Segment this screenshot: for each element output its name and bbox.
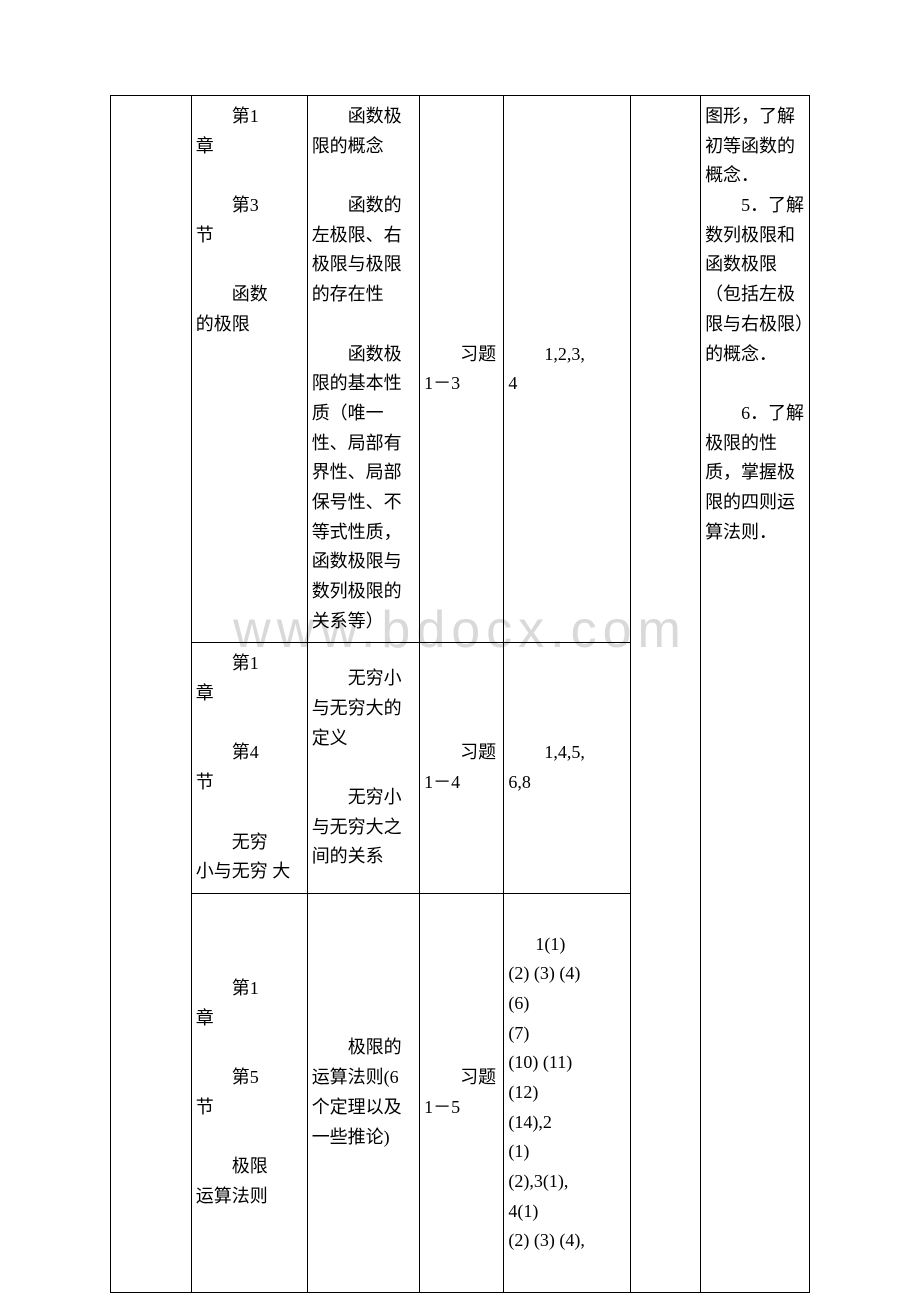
cell-objectives: 图形，了解初等函数的概念． 5．了解数列极限和函数极限（包括左极限与右极限）的概… xyxy=(701,96,810,1293)
line: 无穷 xyxy=(196,828,303,858)
line: 第1 xyxy=(196,102,303,132)
cell-chapter-section: 第1 章 第4 节 无穷 小与无穷 大 xyxy=(191,643,307,894)
cell-exercise-ref: 习题 1－5 xyxy=(420,893,504,1292)
line: 1－3 xyxy=(424,373,460,393)
line: 第5 xyxy=(196,1063,303,1093)
line: 第4 xyxy=(196,738,303,768)
cell-c1 xyxy=(111,96,192,1293)
cell-chapter-section: 第1 章 第3 节 函数 的极限 xyxy=(191,96,307,643)
cell-content: 无穷小与无穷大的定义 无穷小与无穷大之间的关系 xyxy=(307,643,419,894)
cell-problems: 1,4,5, 6,8 xyxy=(504,643,630,894)
line: 4 xyxy=(508,373,517,393)
para: 无穷小与无穷大之间的关系 xyxy=(312,783,415,872)
line: 1－4 xyxy=(424,772,460,792)
line: 第1 xyxy=(196,649,303,679)
cell-content: 极限的运算法则(6 个定理以及一些推论) xyxy=(307,893,419,1292)
line: 极限 xyxy=(196,1152,303,1182)
line: 1,2,3, xyxy=(508,340,625,370)
line: 函数 xyxy=(196,280,303,310)
line: 章 xyxy=(196,1008,214,1028)
para: 极限的运算法则(6 个定理以及一些推论) xyxy=(312,1033,415,1152)
problems-block: 1(1) (2) (3) (4) (6) (7) (10) (11) (12) … xyxy=(508,930,625,1257)
line: 章 xyxy=(196,683,214,703)
cell-c6 xyxy=(630,96,700,1293)
line: 小与无穷 xyxy=(196,861,268,881)
line: 习题 xyxy=(424,1063,499,1093)
table-row: 第1 章 第3 节 函数 的极限 函数极限的概念 函数的左极限、右极限与极限的存… xyxy=(111,96,810,643)
cell-content: 函数极限的概念 函数的左极限、右极限与极限的存在性 函数极限的基本性质（唯一性、… xyxy=(307,96,419,643)
cell-chapter-section: 第1 章 第5 节 极限 运算法则 xyxy=(191,893,307,1292)
line: 运算法则 xyxy=(196,1186,268,1206)
line: 大 xyxy=(272,861,290,881)
line: 节 xyxy=(196,1097,214,1117)
cell-problems: 1(1) (2) (3) (4) (6) (7) (10) (11) (12) … xyxy=(504,893,630,1292)
line: 第3 xyxy=(196,191,303,221)
para: 图形，了解初等函数的概念． xyxy=(705,106,795,185)
para: 无穷小与无穷大的定义 xyxy=(312,664,415,753)
line: 的极限 xyxy=(196,314,250,334)
cell-exercise-ref: 习题 1－4 xyxy=(420,643,504,894)
line: 习题 xyxy=(424,738,499,768)
para: 函数极限的基本性质（唯一性、局部有界性、局部保号性、不等式性质，函数极限与数列极… xyxy=(312,340,415,637)
cell-problems: 1,2,3, 4 xyxy=(504,96,630,643)
para: 函数的左极限、右极限与极限的存在性 xyxy=(312,191,415,310)
line: 章 xyxy=(196,136,214,156)
line: 1－5 xyxy=(424,1097,460,1117)
line: 第1 xyxy=(196,974,303,1004)
line: 节 xyxy=(196,772,214,792)
syllabus-table: 第1 章 第3 节 函数 的极限 函数极限的概念 函数的左极限、右极限与极限的存… xyxy=(110,95,810,1293)
line: 习题 xyxy=(424,340,499,370)
cell-exercise-ref: 习题 1－3 xyxy=(420,96,504,643)
line: 1,4,5, xyxy=(508,738,625,768)
line: 节 xyxy=(196,225,214,245)
line: 6,8 xyxy=(508,772,531,792)
para: 6．了解极限的性质，掌握极限的四则运算法则． xyxy=(705,399,805,547)
para: 函数极限的概念 xyxy=(312,102,415,161)
para: 5．了解数列极限和函数极限（包括左极限与右极限）的概念． xyxy=(705,191,805,369)
